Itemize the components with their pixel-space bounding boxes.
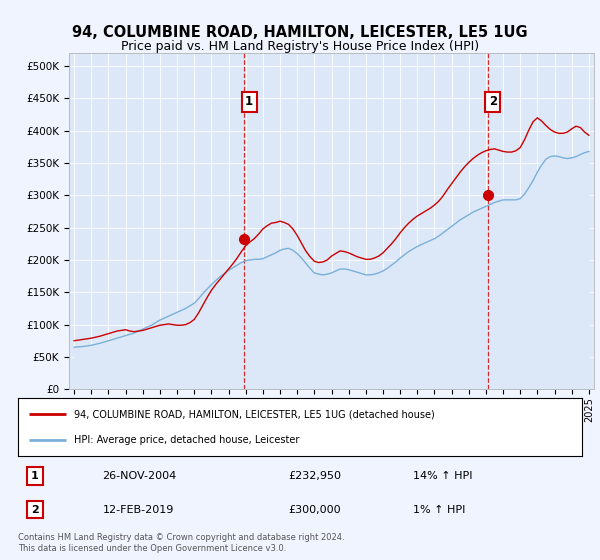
Text: HPI: Average price, detached house, Leicester: HPI: Average price, detached house, Leic… (74, 435, 300, 445)
Text: 1: 1 (245, 95, 253, 108)
Text: Contains HM Land Registry data © Crown copyright and database right 2024.
This d: Contains HM Land Registry data © Crown c… (18, 533, 344, 553)
Text: 94, COLUMBINE ROAD, HAMILTON, LEICESTER, LE5 1UG: 94, COLUMBINE ROAD, HAMILTON, LEICESTER,… (72, 25, 528, 40)
Text: 1: 1 (31, 471, 39, 481)
Text: 1% ↑ HPI: 1% ↑ HPI (413, 505, 465, 515)
Text: £232,950: £232,950 (289, 471, 342, 481)
Text: 2: 2 (31, 505, 39, 515)
Text: £300,000: £300,000 (289, 505, 341, 515)
Text: 14% ↑ HPI: 14% ↑ HPI (413, 471, 472, 481)
Text: 26-NOV-2004: 26-NOV-2004 (103, 471, 177, 481)
Text: 94, COLUMBINE ROAD, HAMILTON, LEICESTER, LE5 1UG (detached house): 94, COLUMBINE ROAD, HAMILTON, LEICESTER,… (74, 409, 435, 419)
Text: 12-FEB-2019: 12-FEB-2019 (103, 505, 174, 515)
Text: Price paid vs. HM Land Registry's House Price Index (HPI): Price paid vs. HM Land Registry's House … (121, 40, 479, 53)
Text: 2: 2 (489, 95, 497, 108)
